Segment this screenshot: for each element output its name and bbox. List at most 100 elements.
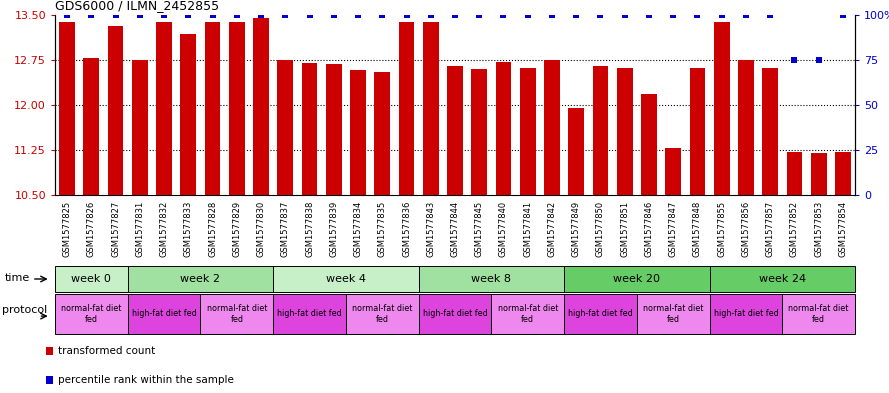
- Text: GSM1577843: GSM1577843: [426, 200, 436, 257]
- FancyBboxPatch shape: [637, 294, 709, 334]
- Bar: [641, 94, 657, 195]
- Bar: [811, 153, 827, 195]
- Text: week 0: week 0: [71, 274, 111, 284]
- FancyBboxPatch shape: [55, 294, 128, 334]
- Text: GSM1577835: GSM1577835: [378, 200, 387, 257]
- Bar: [495, 62, 511, 195]
- Bar: [204, 22, 220, 195]
- Text: GSM1577842: GSM1577842: [548, 200, 557, 257]
- Text: high-fat diet fed: high-fat diet fed: [422, 310, 487, 318]
- Bar: [520, 68, 535, 195]
- FancyBboxPatch shape: [128, 266, 273, 292]
- Text: GSM1577851: GSM1577851: [621, 200, 629, 257]
- Text: GSM1577830: GSM1577830: [257, 200, 266, 257]
- FancyBboxPatch shape: [273, 294, 346, 334]
- Text: high-fat diet fed: high-fat diet fed: [714, 310, 778, 318]
- Bar: [714, 22, 730, 195]
- Bar: [277, 60, 293, 195]
- Text: GSM1577844: GSM1577844: [451, 200, 460, 257]
- FancyBboxPatch shape: [419, 294, 492, 334]
- Bar: [350, 70, 366, 195]
- Text: normal-fat diet
fed: normal-fat diet fed: [61, 304, 122, 324]
- Bar: [690, 68, 705, 195]
- FancyBboxPatch shape: [419, 266, 565, 292]
- Text: week 2: week 2: [180, 274, 220, 284]
- Bar: [398, 22, 414, 195]
- Text: normal-fat diet
fed: normal-fat diet fed: [352, 304, 412, 324]
- FancyBboxPatch shape: [200, 294, 273, 334]
- Bar: [665, 148, 681, 195]
- FancyBboxPatch shape: [709, 294, 782, 334]
- Text: GSM1577845: GSM1577845: [475, 200, 484, 257]
- FancyBboxPatch shape: [128, 294, 200, 334]
- FancyBboxPatch shape: [55, 266, 128, 292]
- Text: normal-fat diet
fed: normal-fat diet fed: [643, 304, 703, 324]
- Text: GSM1577855: GSM1577855: [717, 200, 726, 257]
- Text: GSM1577841: GSM1577841: [524, 200, 533, 257]
- Bar: [447, 66, 463, 195]
- Bar: [568, 108, 584, 195]
- Bar: [835, 152, 851, 195]
- Bar: [544, 60, 560, 195]
- Text: GSM1577831: GSM1577831: [135, 200, 144, 257]
- Bar: [423, 22, 438, 195]
- Bar: [471, 69, 487, 195]
- Text: GDS6000 / ILMN_2452855: GDS6000 / ILMN_2452855: [55, 0, 219, 13]
- Bar: [617, 68, 633, 195]
- Bar: [229, 22, 244, 195]
- Text: GSM1577848: GSM1577848: [693, 200, 702, 257]
- Text: time: time: [4, 273, 29, 283]
- Text: GSM1577836: GSM1577836: [402, 200, 411, 257]
- Bar: [301, 63, 317, 195]
- Text: GSM1577834: GSM1577834: [354, 200, 363, 257]
- Bar: [762, 68, 778, 195]
- Text: GSM1577840: GSM1577840: [499, 200, 508, 257]
- FancyBboxPatch shape: [782, 294, 855, 334]
- Text: transformed count: transformed count: [59, 346, 156, 356]
- Text: normal-fat diet
fed: normal-fat diet fed: [789, 304, 849, 324]
- FancyBboxPatch shape: [492, 294, 565, 334]
- Bar: [60, 22, 75, 195]
- Text: GSM1577846: GSM1577846: [645, 200, 653, 257]
- FancyBboxPatch shape: [346, 294, 419, 334]
- Text: GSM1577832: GSM1577832: [160, 200, 169, 257]
- Text: protocol: protocol: [2, 305, 47, 315]
- Bar: [108, 26, 124, 195]
- Text: GSM1577847: GSM1577847: [669, 200, 677, 257]
- Bar: [738, 60, 754, 195]
- Bar: [787, 152, 802, 195]
- Text: GSM1577833: GSM1577833: [184, 200, 193, 257]
- Text: GSM1577853: GSM1577853: [814, 200, 823, 257]
- FancyBboxPatch shape: [565, 266, 709, 292]
- Text: GSM1577829: GSM1577829: [232, 200, 241, 257]
- Text: normal-fat diet
fed: normal-fat diet fed: [206, 304, 267, 324]
- Text: high-fat diet fed: high-fat diet fed: [277, 310, 342, 318]
- Bar: [374, 72, 390, 195]
- Text: week 24: week 24: [758, 274, 805, 284]
- Bar: [84, 58, 100, 195]
- Bar: [180, 34, 196, 195]
- Text: percentile rank within the sample: percentile rank within the sample: [59, 375, 234, 385]
- Bar: [593, 66, 608, 195]
- Text: GSM1577825: GSM1577825: [62, 200, 72, 257]
- Text: week 4: week 4: [326, 274, 366, 284]
- Text: GSM1577839: GSM1577839: [329, 200, 339, 257]
- Text: GSM1577854: GSM1577854: [838, 200, 847, 257]
- Bar: [156, 22, 172, 195]
- Text: GSM1577850: GSM1577850: [596, 200, 605, 257]
- Bar: [326, 64, 341, 195]
- FancyBboxPatch shape: [565, 294, 637, 334]
- Bar: [253, 18, 269, 195]
- Text: high-fat diet fed: high-fat diet fed: [568, 310, 633, 318]
- Bar: [132, 60, 148, 195]
- Text: GSM1577852: GSM1577852: [790, 200, 799, 257]
- Text: high-fat diet fed: high-fat diet fed: [132, 310, 196, 318]
- Text: GSM1577838: GSM1577838: [305, 200, 314, 257]
- Text: GSM1577857: GSM1577857: [765, 200, 774, 257]
- Text: GSM1577826: GSM1577826: [87, 200, 96, 257]
- FancyBboxPatch shape: [273, 266, 419, 292]
- Text: week 8: week 8: [471, 274, 511, 284]
- Text: week 20: week 20: [613, 274, 661, 284]
- Text: GSM1577849: GSM1577849: [572, 200, 581, 257]
- Text: normal-fat diet
fed: normal-fat diet fed: [498, 304, 558, 324]
